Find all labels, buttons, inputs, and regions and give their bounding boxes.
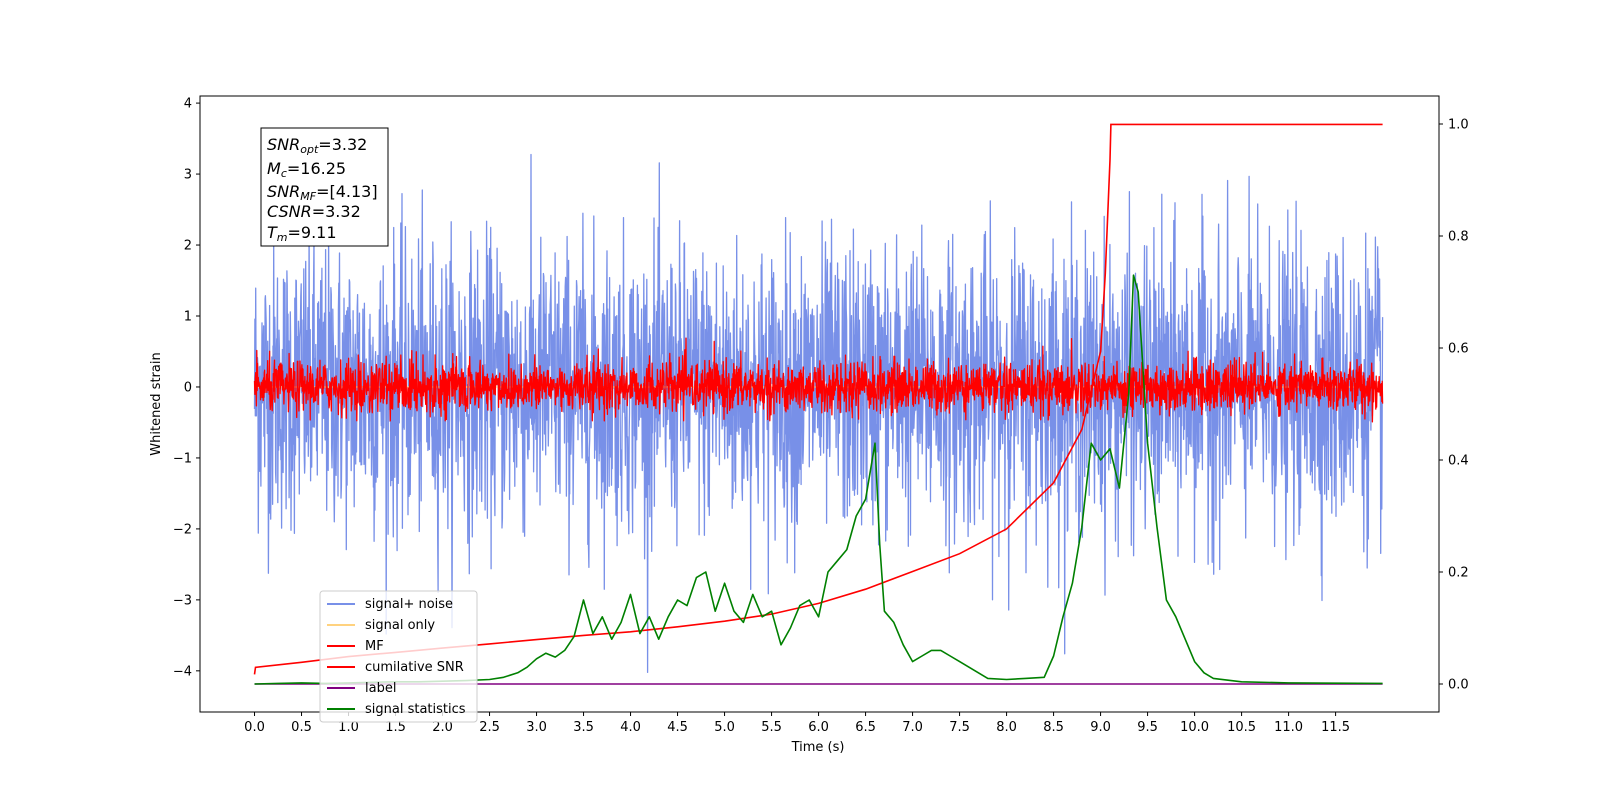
x-tick-label: 3.5 — [573, 720, 594, 735]
x-tick-label: 6.5 — [855, 720, 876, 735]
info-csnr: CSNR=3.32 — [267, 202, 361, 221]
x-tick-label: 0.5 — [291, 720, 312, 735]
series-signal-statistics — [254, 274, 1383, 685]
x-axis-label: Time (s) — [791, 740, 845, 755]
x-tick-label: 3.0 — [526, 720, 547, 735]
legend: signal+ noise signal only MF cumilative … — [319, 590, 478, 723]
y2-tick-label: 0.2 — [1448, 566, 1469, 581]
y-tick-label: −2 — [173, 522, 192, 537]
info-box-frame — [260, 127, 389, 247]
x-tick-label: 4.5 — [667, 720, 688, 735]
x-tick-label: 6.0 — [808, 720, 829, 735]
info-snr-opt: SNRopt=3.32 — [267, 135, 367, 156]
legend-label-signal-noise: signal+ noise — [365, 597, 453, 612]
y-tick-label: −4 — [173, 664, 192, 679]
info-chirp-mass: Mc=16.25 — [267, 159, 346, 180]
legend-label-signal-only: signal only — [365, 618, 435, 633]
y-axis-right: 1.0 0.8 0.6 0.4 0.2 0.0 — [1439, 118, 1469, 693]
x-tick-label: 10.0 — [1180, 720, 1209, 735]
x-tick-label: 2.5 — [479, 720, 500, 735]
legend-frame — [319, 590, 478, 723]
x-tick-label: 1.0 — [338, 720, 359, 735]
legend-label-signal-statistics: signal statistics — [365, 702, 466, 717]
y-tick-label: 1 — [184, 310, 192, 325]
x-tick-label: 9.5 — [1137, 720, 1158, 735]
y-axis-left: 4 3 2 1 0 −1 −2 −3 −4 — [173, 97, 200, 679]
x-tick-label: 11.0 — [1274, 720, 1303, 735]
y-tick-label: −1 — [173, 451, 192, 466]
x-tick-label: 5.5 — [761, 720, 782, 735]
x-tick-label: 7.5 — [949, 720, 970, 735]
legend-label-label: label — [365, 681, 396, 696]
legend-label-cumulative-snr: cumilative SNR — [365, 660, 464, 675]
x-tick-label: 10.5 — [1227, 720, 1256, 735]
x-tick-label: 11.5 — [1321, 720, 1350, 735]
x-tick-label: 9.0 — [1090, 720, 1111, 735]
y-tick-label: 3 — [184, 168, 192, 183]
x-tick-label: 7.0 — [902, 720, 923, 735]
plot-frame — [199, 95, 1440, 713]
info-snr-mf: SNRMF=[4.13] — [267, 182, 378, 203]
y2-tick-label: 0.4 — [1448, 454, 1469, 469]
x-tick-label: 2.0 — [432, 720, 453, 735]
y-tick-label: 2 — [184, 239, 192, 254]
x-axis: 0.0 0.5 1.0 1.5 2.0 2.5 3.0 3.5 4.0 4.5 5.0 5.5 6.0 6… — [244, 712, 1350, 735]
info-box: SNRopt=3.32 Mc=16.25 SNRMF=[4.13] CSNR=3… — [260, 127, 389, 247]
y2-tick-label: 0.6 — [1448, 342, 1469, 357]
y-axis-label: Whitened strain — [149, 352, 164, 455]
y-tick-label: 4 — [184, 97, 192, 112]
x-tick-label: 0.0 — [244, 720, 265, 735]
x-tick-label: 4.0 — [620, 720, 641, 735]
info-merger-time: Tm=9.11 — [267, 223, 337, 244]
y-tick-label: 0 — [184, 380, 192, 395]
x-tick-label: 5.0 — [714, 720, 735, 735]
y2-tick-label: 0.8 — [1448, 230, 1469, 245]
x-tick-label: 8.5 — [1043, 720, 1064, 735]
y2-tick-label: 1.0 — [1448, 118, 1469, 133]
y-tick-label: −3 — [173, 593, 192, 608]
series-signal-noise — [253, 153, 1384, 674]
x-tick-label: 1.5 — [385, 720, 406, 735]
x-tick-label: 8.0 — [996, 720, 1017, 735]
legend-label-mf: MF — [365, 639, 384, 654]
series-mf — [253, 337, 1384, 423]
y2-tick-label: 0.0 — [1448, 678, 1469, 693]
